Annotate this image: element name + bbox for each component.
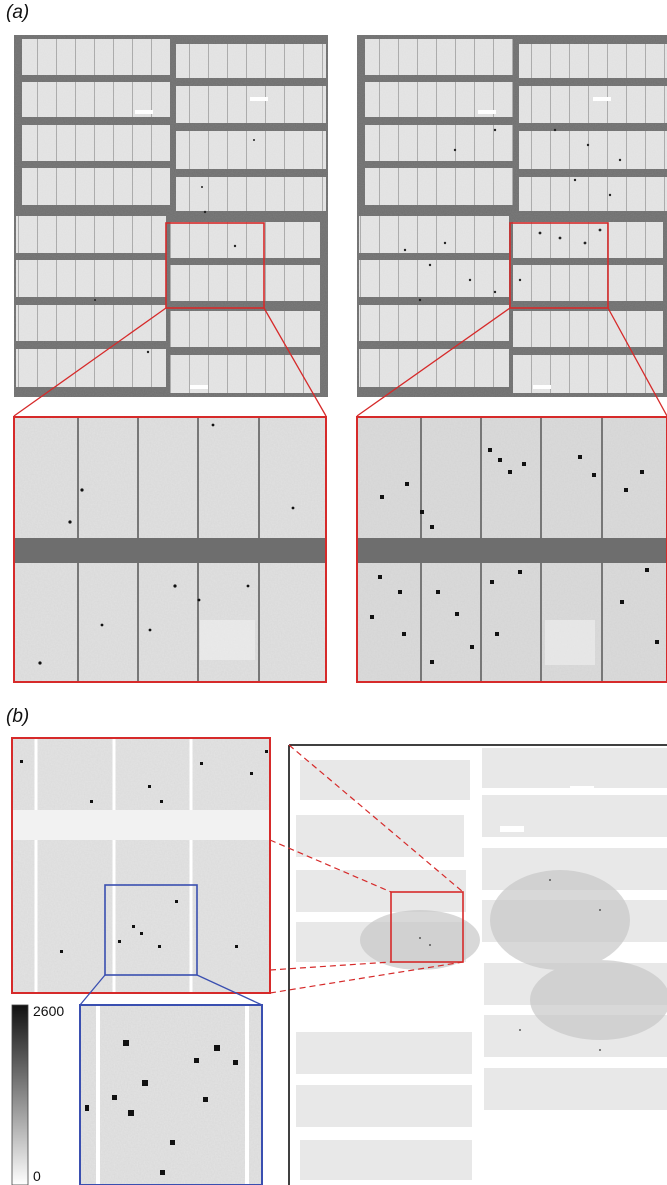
zoom-box-blue — [104, 884, 198, 976]
zoom-box-red — [509, 222, 609, 309]
blue-connector-lines — [79, 974, 263, 1006]
zoom-box-red — [165, 222, 265, 309]
zoom-inset-b — [11, 737, 271, 994]
zoom-connector-lines — [13, 307, 667, 417]
zoom-inset-left — [13, 416, 327, 683]
zoom-inset-right — [356, 416, 667, 683]
dashed-connector-lines — [269, 744, 464, 994]
colorbar-max-label: 2600 — [33, 1003, 65, 1019]
zoom-inset-blue — [79, 1004, 263, 1185]
detector-image-left — [14, 35, 328, 397]
panel-b-label: (b) — [6, 706, 30, 727]
colorbar — [11, 1004, 29, 1185]
zoom-box-red-b — [390, 891, 464, 963]
colorbar-min-label: 0 — [33, 1168, 41, 1184]
detector-image-right — [357, 35, 667, 397]
panel-a-label: (a) — [6, 2, 30, 23]
